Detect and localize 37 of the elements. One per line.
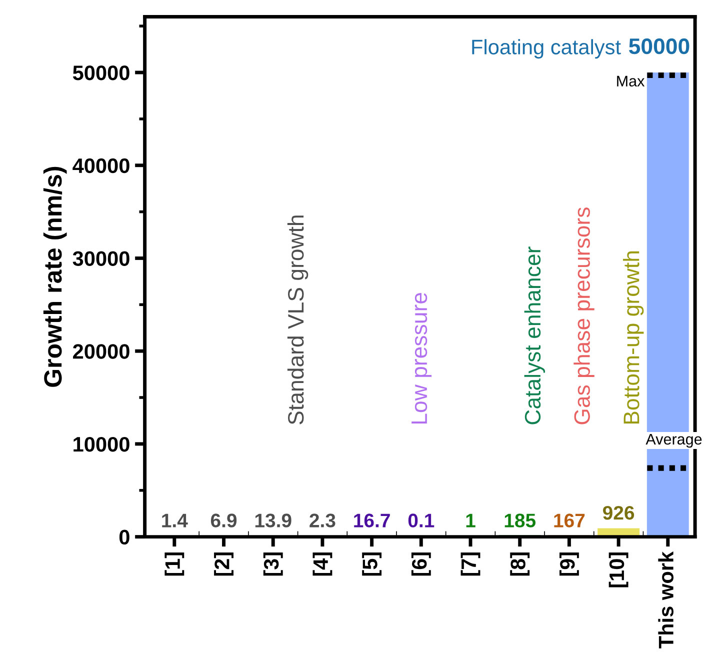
- x-tick-label: This work: [658, 551, 674, 648]
- x-tick-label: [10]: [608, 552, 628, 588]
- y-tick-label: 50000: [72, 65, 130, 80]
- x-tick-label: [5]: [362, 552, 382, 576]
- x-tick-label: [6]: [411, 552, 431, 576]
- ref-line-label: Max: [617, 76, 645, 86]
- x-tick-label: [2]: [214, 552, 234, 576]
- data-label: 16.7: [354, 514, 390, 528]
- data-label: 1: [466, 514, 476, 528]
- annotation: Catalyst enhancer: [524, 246, 546, 424]
- y-axis-title: Growth rate (nm/s): [43, 166, 67, 387]
- data-label: 0.1: [408, 514, 434, 528]
- annotation: Bottom-up growth: [622, 251, 644, 424]
- ref-line-label: Average: [646, 434, 702, 448]
- data-label: 2.3: [310, 514, 336, 528]
- annotation: Low pressure: [412, 292, 432, 424]
- x-tick-label: [4]: [312, 552, 332, 576]
- y-tick-label: 0: [119, 530, 130, 545]
- data-label: 167: [554, 514, 585, 528]
- x-tick-label: [1]: [164, 552, 184, 576]
- x-tick-label: [3]: [263, 552, 283, 576]
- data-label: 6.9: [210, 514, 237, 528]
- x-tick-label: [7]: [460, 552, 480, 576]
- annotation: Gas phase precursors: [574, 208, 594, 424]
- data-label: 1.4: [162, 514, 188, 528]
- x-tick-label: [8]: [510, 552, 530, 576]
- data-label: 926: [603, 506, 634, 520]
- data-label: 185: [504, 514, 536, 528]
- y-tick-label: 20000: [73, 344, 130, 359]
- annotation: Standard VLS growth: [287, 216, 308, 424]
- y-tick-label: 10000: [74, 436, 130, 452]
- x-tick-label: [9]: [559, 552, 579, 576]
- data-label: 13.9: [255, 514, 292, 528]
- y-tick-label: 30000: [72, 251, 130, 266]
- data-label: 50000: [629, 38, 690, 54]
- y-tick-label: 40000: [72, 158, 130, 174]
- annotation: Floating catalyst: [472, 39, 621, 59]
